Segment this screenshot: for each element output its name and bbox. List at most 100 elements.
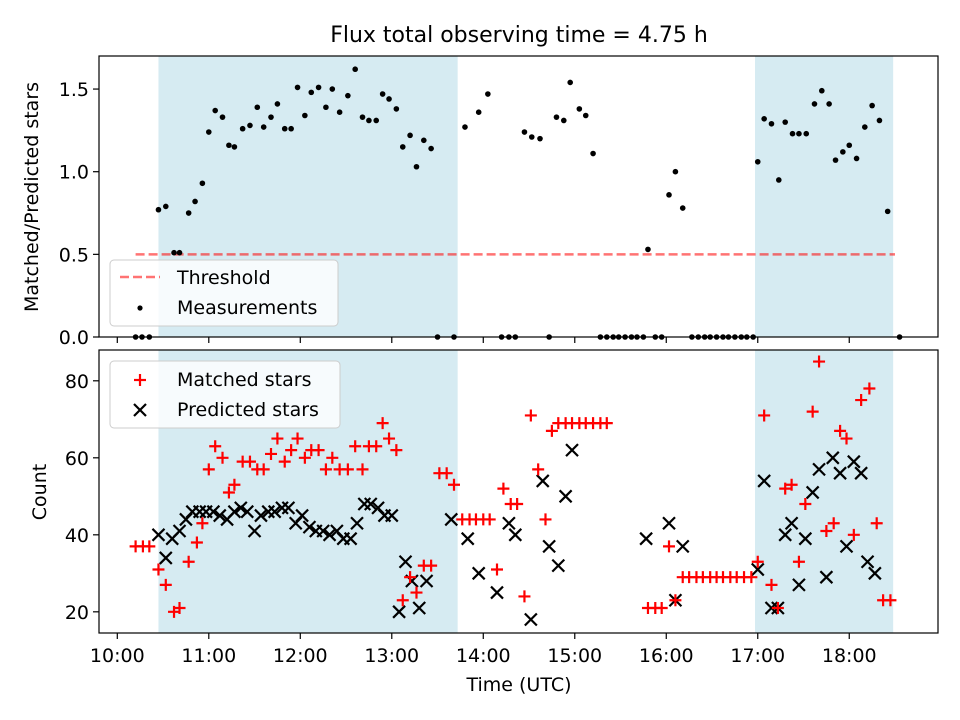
bottom-x-ticks: 10:00 11:00 12:00 13:00 14:00 15:00 16:00 17:00…	[90, 633, 877, 667]
matched-star-point	[447, 478, 460, 491]
predicted-star-point	[757, 474, 771, 488]
matched-star-point	[669, 594, 682, 607]
predicted-star-point	[240, 504, 254, 519]
predicted-star-point	[639, 531, 653, 546]
matched-star-point	[863, 382, 876, 395]
matched-star-point	[511, 498, 524, 511]
measurement-point	[537, 135, 543, 142]
legend-matched-swatch	[134, 374, 146, 386]
top-y-tick-label: 0.5	[59, 244, 89, 266]
predicted-star-point	[444, 512, 459, 527]
measurement-point	[485, 91, 491, 97]
measurement-point	[366, 117, 372, 124]
bottom-y-tick-label: 80	[65, 371, 89, 393]
measurement-point	[294, 84, 301, 91]
top-x-ticks	[116, 337, 850, 343]
measurement-point	[853, 155, 860, 162]
predicted-star-point	[542, 539, 556, 554]
predicted-star-point	[826, 451, 840, 465]
top-y-tick-label: 1.0	[59, 162, 89, 184]
predicted-star-point	[419, 574, 434, 588]
predicted-star-point	[247, 524, 262, 538]
x-tick-label: 10:00	[90, 645, 145, 667]
measurement-point	[393, 106, 400, 112]
matched-star-point	[870, 517, 883, 530]
measurement-point	[819, 87, 825, 94]
matched-star-point	[545, 424, 558, 437]
chart-title: Flux total observing time = 4.75 h	[330, 23, 708, 48]
matched-star-point	[745, 571, 758, 584]
measurement-point	[302, 112, 308, 119]
matched-star-point	[243, 455, 256, 468]
matched-star-point	[440, 467, 453, 480]
measurement-point	[345, 92, 351, 99]
predicted-star-point	[535, 474, 550, 488]
measurement-point	[521, 129, 528, 135]
measurement-point	[379, 91, 386, 97]
matched-star-point	[820, 524, 833, 537]
measurement-point	[679, 205, 686, 211]
predicted-star-point	[398, 554, 413, 569]
measurement-point	[247, 122, 253, 129]
top-y-tick-label: 1.5	[59, 79, 89, 101]
predicted-star-point	[792, 578, 806, 592]
matched-star-point	[483, 513, 496, 526]
measurement-point	[768, 120, 775, 127]
matched-star-point	[143, 540, 156, 553]
matched-star-point	[806, 405, 819, 418]
measurement-point	[171, 249, 177, 256]
measurement-point	[560, 117, 567, 124]
predicted-star-point	[363, 497, 378, 511]
matched-star-point	[518, 590, 531, 603]
matched-star-point	[884, 594, 897, 607]
matched-stars-series	[129, 355, 897, 618]
legend-measurements-swatch	[137, 305, 143, 311]
measurement-point	[590, 150, 596, 157]
predicted-star-point	[192, 504, 207, 519]
top-shaded-span-2	[755, 56, 894, 337]
predicted-star-point	[385, 508, 399, 523]
matched-star-point	[291, 432, 304, 445]
predicted-star-point	[558, 489, 573, 504]
measurement-point	[329, 86, 336, 92]
predicted-star-point	[860, 554, 875, 569]
matched-star-point	[792, 555, 805, 568]
predicted-star-point	[392, 605, 406, 619]
predicted-star-point	[502, 516, 516, 531]
measurement-point	[192, 198, 198, 205]
matched-star-point	[855, 394, 868, 407]
matched-star-point	[312, 444, 325, 457]
predicted-star-point	[508, 528, 523, 542]
predicted-star-point	[254, 508, 268, 523]
measurement-point	[796, 130, 802, 137]
x-tick-label: 16:00	[639, 645, 694, 667]
matched-star-point	[152, 563, 165, 576]
matched-star-point	[539, 513, 552, 526]
matched-star-point	[524, 409, 537, 422]
measurement-point	[352, 66, 358, 73]
x-tick-label: 11:00	[181, 645, 236, 667]
matched-star-point	[202, 463, 215, 476]
predicted-star-point	[302, 520, 317, 534]
predicted-star-point	[172, 524, 187, 538]
matched-star-point	[390, 444, 403, 457]
measurement-point	[288, 125, 294, 132]
matched-star-point	[490, 563, 503, 576]
matched-star-point	[349, 440, 362, 453]
predicted-star-point	[798, 531, 813, 546]
measurement-point	[219, 114, 226, 120]
measurement-point	[239, 125, 246, 132]
measurement-point	[803, 130, 810, 137]
matched-star-point	[370, 440, 383, 453]
top-legend-box	[109, 259, 339, 327]
measurement-point	[231, 144, 238, 150]
predicted-star-point	[833, 466, 847, 480]
measurement-point	[582, 112, 589, 119]
measurement-point	[421, 137, 427, 144]
measurement-point	[672, 168, 679, 175]
measurement-point	[553, 114, 560, 120]
predicted-stars-series	[151, 443, 882, 627]
matched-star-point	[425, 559, 438, 572]
predicted-star-point	[159, 551, 173, 565]
legend-matched-label: Matched stars	[177, 369, 311, 391]
